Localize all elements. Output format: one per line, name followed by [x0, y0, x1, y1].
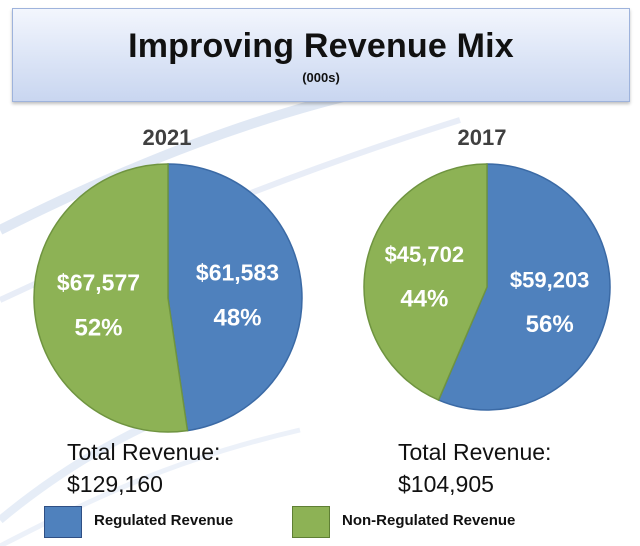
data-label-value: $67,577 [57, 269, 140, 295]
pie-title-2017: 2017 [457, 125, 507, 150]
total-revenue-2021: Total Revenue: $129,160 [67, 436, 220, 500]
total-revenue-label: Total Revenue: [67, 439, 221, 465]
total-revenue-2017: Total Revenue: $104,905 [398, 436, 551, 500]
data-label-percent: 52% [74, 314, 122, 341]
pie-slice-regulated [437, 163, 611, 411]
total-revenue-value: $104,905 [398, 471, 494, 497]
pie-chart-2021: $61,583 48% $67,577 52% [33, 163, 303, 433]
total-revenue-value: $129,160 [67, 471, 163, 497]
data-label-value: $61,583 [196, 259, 279, 285]
pie-slice-regulated [167, 163, 303, 432]
pie-slice-non-regulated [363, 163, 488, 402]
pie-title-2021: 2021 [142, 125, 192, 150]
pie-slice-non-regulated [33, 163, 189, 433]
page-subtitle: (000s) [302, 70, 340, 85]
legend-label: Non-Regulated Revenue [342, 512, 516, 529]
data-label-value: $45,702 [385, 242, 465, 267]
data-label-value: $59,203 [510, 268, 590, 293]
total-revenue-label: Total Revenue: [398, 439, 552, 465]
data-label-percent: 56% [526, 311, 574, 338]
legend-swatch-non-regulated [292, 506, 330, 538]
pie-chart-2017: $59,203 56% $45,702 44% [363, 163, 611, 411]
page-title: Improving Revenue Mix [128, 27, 514, 65]
legend-label: Regulated Revenue [94, 512, 234, 529]
data-label-percent: 44% [400, 286, 448, 313]
title-banner: Improving Revenue Mix (000s) [12, 8, 630, 102]
legend-swatch-regulated [44, 506, 82, 538]
data-label-percent: 48% [213, 304, 261, 331]
